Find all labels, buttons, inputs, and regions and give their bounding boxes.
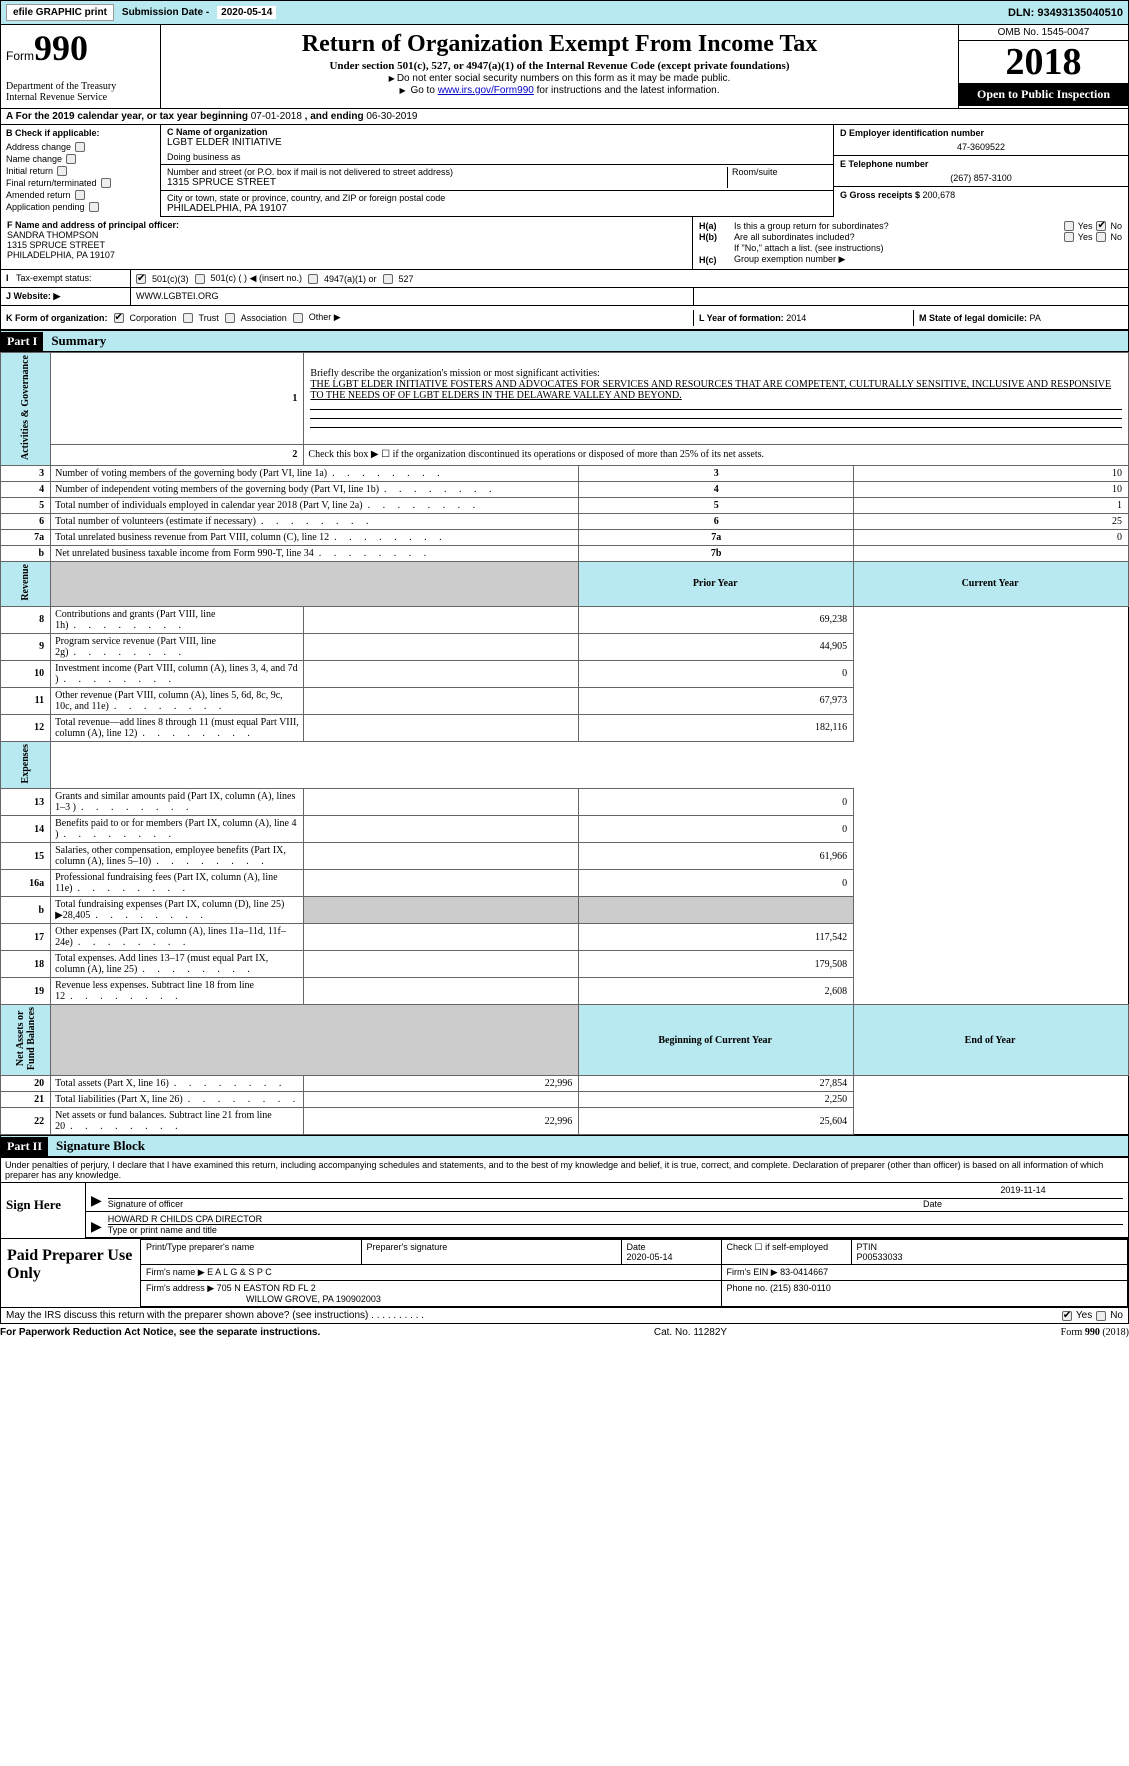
- checkbox-application-pending: Application pending: [6, 202, 155, 212]
- table-row: 20Total assets (Part X, line 16)22,99627…: [1, 1076, 1129, 1092]
- part-2-header: Part II Signature Block: [0, 1135, 1129, 1157]
- org-street: 1315 SPRUCE STREET: [167, 177, 727, 188]
- open-to-public: Open to Public Inspection: [959, 83, 1128, 106]
- website-url: WWW.LGBTEI.ORG: [131, 288, 693, 305]
- section-f-officer: F Name and address of principal officer:…: [1, 217, 693, 269]
- line-l-year: L Year of formation: 2014: [693, 310, 913, 326]
- section-c: C Name of organization LGBT ELDER INITIA…: [161, 125, 833, 217]
- table-row: 15Salaries, other compensation, employee…: [1, 843, 1129, 870]
- checkbox-address-change: Address change: [6, 142, 155, 152]
- discuss-no-checkbox[interactable]: [1096, 1311, 1106, 1321]
- submission-date-label: Submission Date -: [122, 7, 209, 18]
- section-e-phone: E Telephone number (267) 857-3100: [834, 156, 1128, 187]
- table-row: 3Number of voting members of the governi…: [1, 465, 1129, 481]
- ptin: P00533033: [857, 1252, 903, 1262]
- table-row: 19Revenue less expenses. Subtract line 1…: [1, 978, 1129, 1005]
- table-row: 8Contributions and grants (Part VIII, li…: [1, 606, 1129, 633]
- side-label-revenue: Revenue: [1, 561, 51, 606]
- table-row: 10Investment income (Part VIII, column (…: [1, 660, 1129, 687]
- firm-ein: Firm's EIN ▶ 83-0414667: [721, 1265, 1128, 1281]
- table-row: 13Grants and similar amounts paid (Part …: [1, 789, 1129, 816]
- line-i-label: I Tax-exempt status:: [1, 270, 131, 287]
- mission-text: THE LGBT ELDER INITIATIVE FOSTERS AND AD…: [310, 379, 1111, 401]
- table-row: 22Net assets or fund balances. Subtract …: [1, 1108, 1129, 1135]
- section-h: H(a)Is this a group return for subordina…: [693, 217, 1128, 269]
- omb-number: OMB No. 1545-0047: [959, 25, 1128, 41]
- submission-date: 2020-05-14: [217, 6, 276, 19]
- firm-phone: Phone no. (215) 830-0110: [721, 1281, 1128, 1307]
- table-row: 12Total revenue—add lines 8 through 11 (…: [1, 714, 1129, 741]
- discuss-yes-checkbox[interactable]: [1062, 1311, 1072, 1321]
- firm-address: 705 N EASTON RD FL 2: [217, 1283, 316, 1293]
- table-row: 21Total liabilities (Part X, line 26)2,2…: [1, 1092, 1129, 1108]
- signature-block: Under penalties of perjury, I declare th…: [0, 1157, 1129, 1239]
- form-header: Form990 Department of the Treasury Inter…: [0, 25, 1129, 109]
- department: Department of the Treasury Internal Reve…: [6, 81, 155, 103]
- line-a: A For the 2019 calendar year, or tax yea…: [0, 109, 1129, 125]
- paid-preparer-block: Paid Preparer Use Only Print/Type prepar…: [0, 1239, 1129, 1308]
- tax-year: 2018: [959, 41, 1128, 83]
- dln: DLN: 93493135040510: [1008, 7, 1123, 19]
- efile-button: efile GRAPHIC print: [6, 4, 114, 21]
- line-m-state: M State of legal domicile: PA: [913, 310, 1128, 326]
- form-subtitle: Under section 501(c), 527, or 4947(a)(1)…: [169, 60, 950, 72]
- line-j-label: J Website: ▶: [1, 288, 131, 305]
- tax-exempt-status: 501(c)(3) 501(c) ( ) ◀ (insert no.) 4947…: [131, 270, 1128, 287]
- table-row: 18Total expenses. Add lines 13–17 (must …: [1, 951, 1129, 978]
- org-name: LGBT ELDER INITIATIVE: [167, 137, 827, 148]
- irs-link[interactable]: www.irs.gov/Form990: [438, 85, 534, 96]
- table-row: bNet unrelated business taxable income f…: [1, 545, 1129, 561]
- org-city: PHILADELPHIA, PA 19107: [167, 203, 827, 214]
- officer-name: HOWARD R CHILDS CPA DIRECTOR: [108, 1214, 1123, 1225]
- part-1-header: Part I Summary: [0, 330, 1129, 352]
- room-suite: Room/suite: [727, 167, 827, 188]
- table-row: 16aProfessional fundraising fees (Part I…: [1, 870, 1129, 897]
- top-bar: efile GRAPHIC print Submission Date - 20…: [0, 0, 1129, 25]
- form-number: Form990: [6, 27, 155, 69]
- table-row: 6Total number of volunteers (estimate if…: [1, 513, 1129, 529]
- checkbox-amended-return: Amended return: [6, 190, 155, 200]
- side-label-expenses: Expenses: [1, 741, 51, 788]
- signature-arrow-icon: ▶: [91, 1218, 102, 1235]
- table-row: 14Benefits paid to or for members (Part …: [1, 816, 1129, 843]
- side-label-governance: Activities & Governance: [1, 353, 51, 466]
- section-d-ein: D Employer identification number 47-3609…: [834, 125, 1128, 156]
- form-title: Return of Organization Exempt From Incom…: [169, 31, 950, 58]
- side-label-netassets: Net Assets or Fund Balances: [1, 1005, 51, 1076]
- section-b-checkboxes: B Check if applicable: Address changeNam…: [1, 125, 161, 217]
- checkbox-initial-return: Initial return: [6, 166, 155, 176]
- table-row: 11Other revenue (Part VIII, column (A), …: [1, 687, 1129, 714]
- signature-arrow-icon: ▶: [91, 1192, 102, 1209]
- summary-table: Activities & Governance 1 Briefly descri…: [0, 352, 1129, 1135]
- firm-name: E A L G & S P C: [207, 1267, 272, 1277]
- table-row: 9Program service revenue (Part VIII, lin…: [1, 633, 1129, 660]
- section-g-gross: G Gross receipts $ 200,678: [834, 187, 1128, 203]
- page-footer: For Paperwork Reduction Act Notice, see …: [0, 1324, 1129, 1338]
- instructions-link-line: Go to www.irs.gov/Form990 for instructio…: [169, 85, 950, 96]
- table-row: 5Total number of individuals employed in…: [1, 497, 1129, 513]
- table-row: bTotal fundraising expenses (Part IX, co…: [1, 897, 1129, 924]
- checkbox-name-change: Name change: [6, 154, 155, 164]
- table-row: 4Number of independent voting members of…: [1, 481, 1129, 497]
- table-row: 17Other expenses (Part IX, column (A), l…: [1, 924, 1129, 951]
- discuss-row: May the IRS discuss this return with the…: [0, 1308, 1129, 1324]
- checkbox-final-return-terminated: Final return/terminated: [6, 178, 155, 188]
- table-row: 7aTotal unrelated business revenue from …: [1, 529, 1129, 545]
- ssn-note: Do not enter social security numbers on …: [169, 73, 950, 84]
- line-k-form-org: K Form of organization: Corporation Trus…: [1, 306, 693, 329]
